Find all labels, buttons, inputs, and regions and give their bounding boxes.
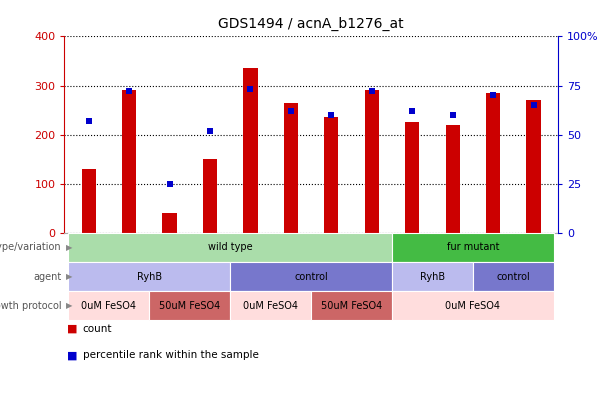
- Bar: [527, 100, 541, 233]
- Point: [246, 86, 256, 93]
- Text: agent: agent: [33, 272, 61, 281]
- Point: [286, 108, 296, 114]
- Text: wild type: wild type: [208, 243, 253, 252]
- Point: [205, 128, 215, 134]
- Bar: [162, 213, 177, 233]
- Text: percentile rank within the sample: percentile rank within the sample: [83, 350, 259, 360]
- Bar: [122, 90, 136, 233]
- Text: genotype/variation: genotype/variation: [0, 243, 61, 252]
- Point: [367, 88, 376, 95]
- Text: growth protocol: growth protocol: [0, 301, 61, 311]
- Text: ▶: ▶: [66, 301, 72, 310]
- Point: [84, 118, 94, 124]
- Bar: [486, 93, 500, 233]
- Point: [407, 108, 417, 114]
- Point: [528, 102, 538, 109]
- Bar: [284, 103, 298, 233]
- Point: [326, 112, 336, 118]
- Text: 50uM FeSO4: 50uM FeSO4: [159, 301, 221, 311]
- Text: 0uM FeSO4: 0uM FeSO4: [243, 301, 298, 311]
- Bar: [446, 125, 460, 233]
- Text: control: control: [294, 272, 328, 281]
- Bar: [82, 169, 96, 233]
- Text: control: control: [497, 272, 530, 281]
- Point: [447, 112, 457, 118]
- Bar: [365, 90, 379, 233]
- Text: ▶: ▶: [66, 243, 72, 252]
- Point: [165, 181, 175, 187]
- Text: 50uM FeSO4: 50uM FeSO4: [321, 301, 382, 311]
- Text: RyhB: RyhB: [137, 272, 162, 281]
- Title: GDS1494 / acnA_b1276_at: GDS1494 / acnA_b1276_at: [218, 17, 404, 31]
- Text: fur mutant: fur mutant: [447, 243, 499, 252]
- Text: ■: ■: [67, 350, 78, 360]
- Point: [124, 88, 134, 95]
- Text: ■: ■: [67, 324, 78, 334]
- Text: count: count: [83, 324, 112, 334]
- Text: 0uM FeSO4: 0uM FeSO4: [446, 301, 500, 311]
- Point: [488, 92, 498, 99]
- Text: ▶: ▶: [66, 272, 72, 281]
- Text: 0uM FeSO4: 0uM FeSO4: [82, 301, 136, 311]
- Text: RyhB: RyhB: [420, 272, 445, 281]
- Bar: [243, 68, 257, 233]
- Bar: [324, 117, 338, 233]
- Bar: [405, 122, 419, 233]
- Bar: [203, 159, 217, 233]
